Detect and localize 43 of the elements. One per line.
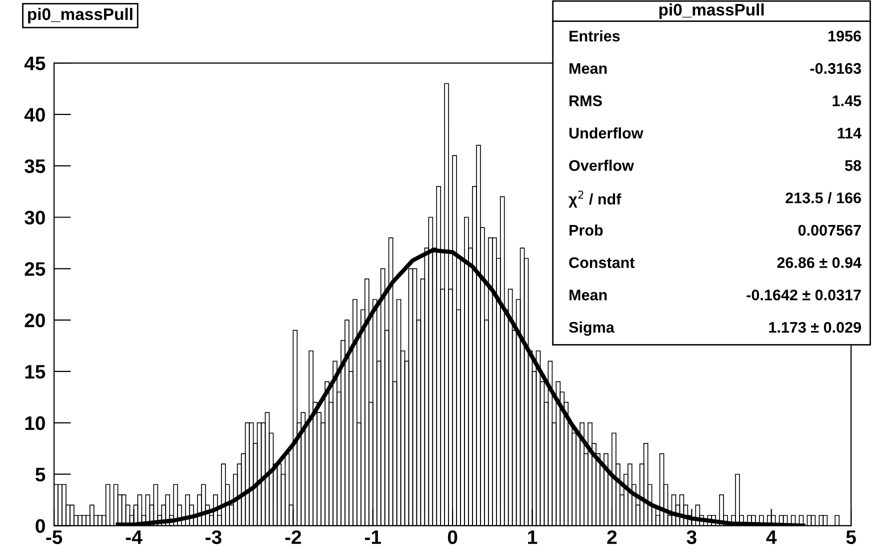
annotation: 58	[845, 160, 862, 171]
annotation: Underflow	[569, 127, 644, 139]
annotation: 0.007567	[798, 224, 861, 236]
annotation: -0.3163	[810, 63, 861, 74]
annotation: 1.173 ± 0.029	[769, 322, 861, 333]
annotation: Mean	[570, 63, 607, 74]
y-tick-label: 20	[24, 314, 45, 328]
y-tick-label: 5	[36, 468, 46, 482]
y-tick-label: 30	[24, 210, 45, 225]
annotation: χ$^{2}$ / ndf	[568, 190, 622, 208]
x-tick-label: -5	[46, 530, 62, 544]
y-tick-label: 40	[24, 108, 45, 122]
chart-title: pi0_massPull	[28, 8, 132, 24]
annotation: Overflow	[569, 160, 634, 171]
annotation: RMS	[570, 95, 602, 106]
text: pi0_massPull	[659, 3, 764, 19]
x-tick-label: 0	[448, 530, 458, 544]
annotation: 114	[838, 128, 862, 138]
annotation: 213.5 / 166	[786, 192, 861, 204]
annotation: Sigma	[568, 322, 614, 336]
x-tick-label: -3	[206, 530, 222, 544]
x-tick-label: -1	[364, 530, 381, 544]
y-tick-label: 25	[24, 262, 46, 276]
y-tick-label: 10	[25, 416, 45, 430]
text: Entries	[570, 30, 620, 42]
y-tick-label: 0	[36, 519, 45, 533]
annotation: 26.86 ± 0.94	[777, 257, 862, 268]
x-tick-label: 4	[766, 530, 777, 544]
annotation: 1.45	[832, 96, 862, 106]
x-tick-label: 5	[846, 530, 856, 544]
x-tick-label: -4	[126, 530, 142, 544]
x-tick-label: 1	[528, 530, 538, 544]
x-tick-label: 3	[686, 530, 696, 544]
text: 1956	[828, 30, 861, 42]
x-tick-label: 2	[607, 530, 617, 544]
y-tick-label: 15	[25, 365, 46, 379]
annotation: Mean	[570, 290, 607, 300]
annotation: -0.1642 ± 0.0317	[746, 290, 861, 300]
y-tick-label: 35	[24, 159, 46, 174]
annotation: Prob	[570, 224, 603, 236]
y-tick-label: 45	[24, 56, 46, 70]
x-tick-label: -2	[285, 530, 302, 544]
annotation: Constant	[569, 257, 635, 268]
